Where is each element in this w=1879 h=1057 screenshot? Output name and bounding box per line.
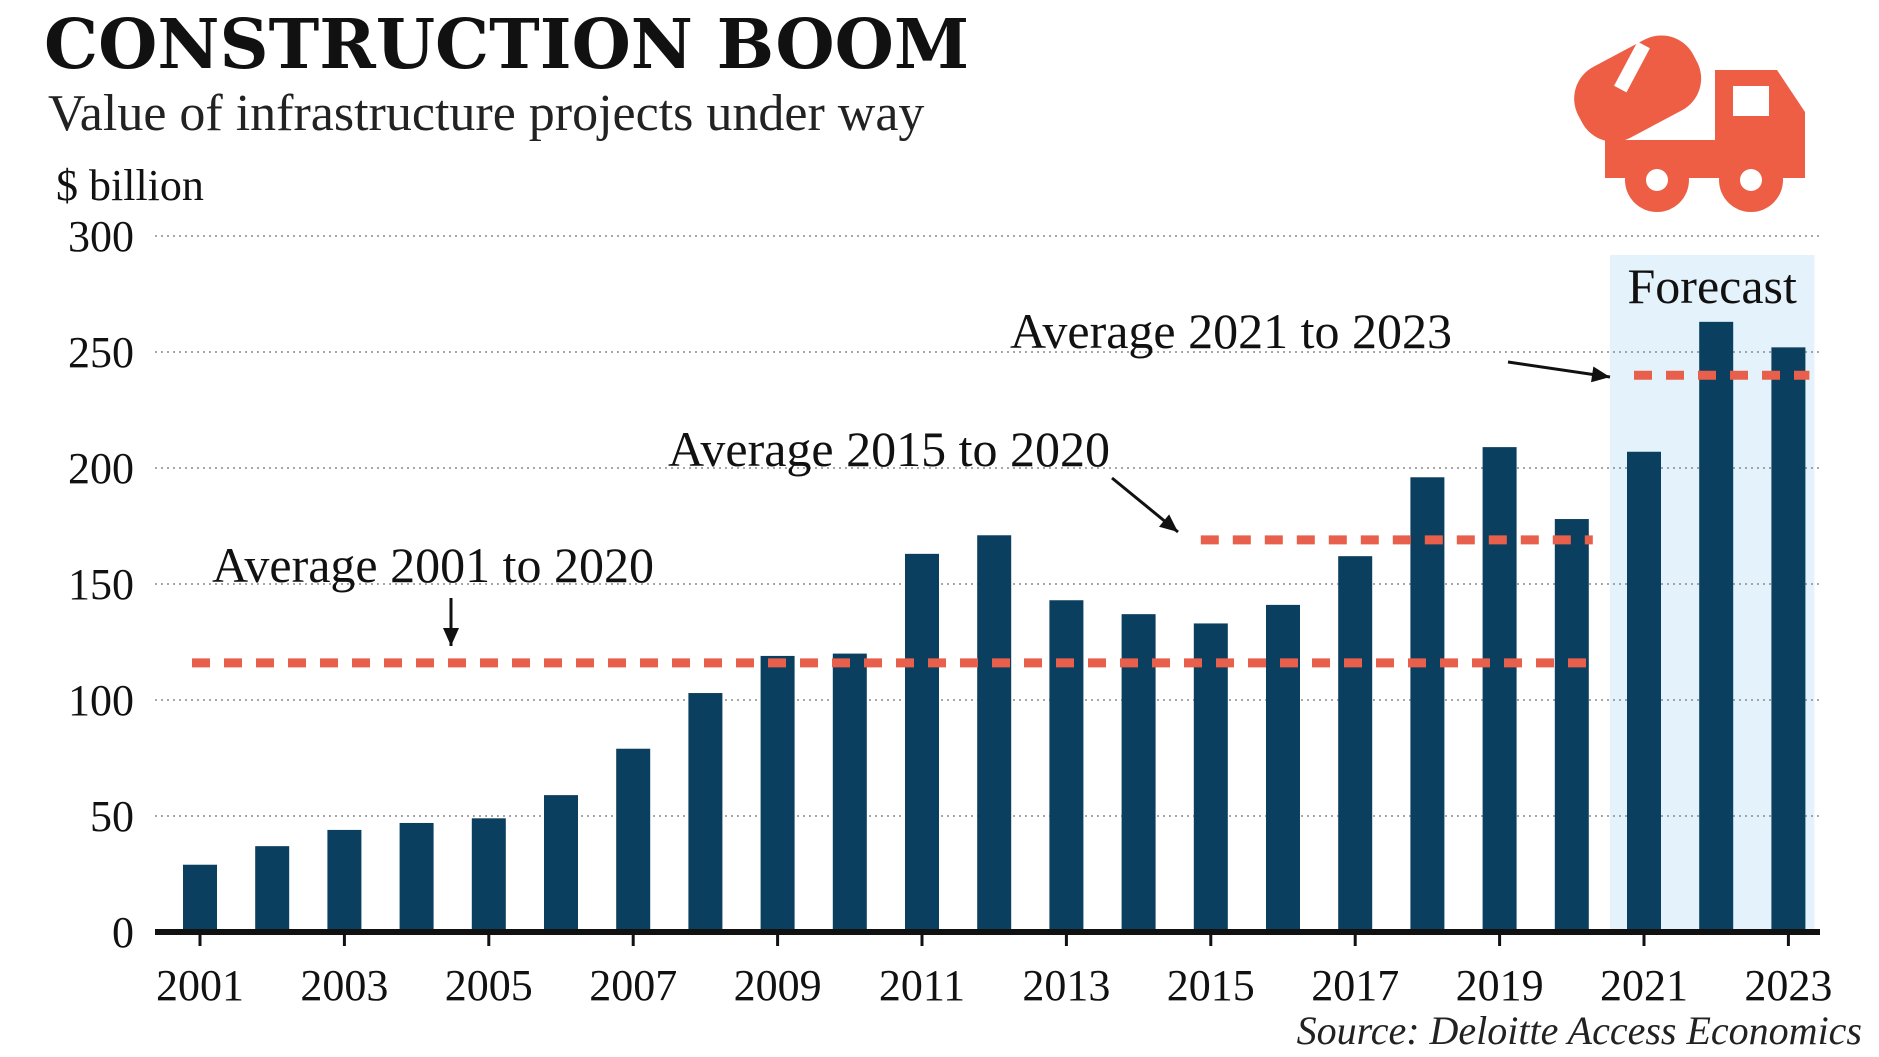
bar-2001 <box>183 864 217 932</box>
x-tick-label-2005: 2005 <box>445 961 533 1010</box>
bar-2022 <box>1699 321 1734 933</box>
y-tick-label-50: 50 <box>90 792 134 841</box>
bar-2021 <box>1627 451 1661 932</box>
y-tick-label-100: 100 <box>68 676 134 725</box>
x-tick-label-2007: 2007 <box>589 961 677 1010</box>
bar-2009 <box>760 655 795 932</box>
average-lines <box>192 370 1810 668</box>
bar-2005 <box>471 818 506 932</box>
bar-2006 <box>544 795 578 932</box>
average-2001-2020-label: Average 2001 to 2020 <box>212 537 654 593</box>
bar-2020 <box>1554 519 1589 932</box>
y-axis-unit-label: $ billion <box>56 161 204 210</box>
source-note: Source: Deloitte Access Economics <box>1297 1008 1862 1053</box>
x-axis: 2001 2003 2005 2007 2009 2011 2013 2015 2017 2019… <box>155 929 1832 1010</box>
x-tick-label-2011: 2011 <box>879 961 965 1010</box>
x-tick-label-2021: 2021 <box>1600 961 1688 1010</box>
annotation-arrows <box>443 360 1611 646</box>
bar-2010 <box>832 653 867 932</box>
average-2021-2023-label: Average 2021 to 2023 <box>1010 303 1452 359</box>
x-tick-label-2001: 2001 <box>156 961 244 1010</box>
bar-2011 <box>905 553 939 932</box>
average-2015-2020-arrow <box>1111 476 1179 534</box>
y-tick-label-200: 200 <box>68 444 134 493</box>
x-tick-label-2013: 2013 <box>1022 961 1110 1010</box>
y-tick-label-250: 250 <box>68 328 134 377</box>
bar-2019 <box>1482 447 1517 932</box>
x-tick-label-2019: 2019 <box>1456 961 1544 1010</box>
y-axis: 0 50 100 150 200 250 300 <box>68 212 134 957</box>
x-tick-label-2003: 2003 <box>300 961 388 1010</box>
bar-2002 <box>255 846 290 932</box>
bar-2013 <box>1049 600 1084 932</box>
forecast-label: Forecast <box>1628 258 1797 314</box>
y-tick-label-150: 150 <box>68 560 134 609</box>
x-tick-label-2017: 2017 <box>1311 961 1399 1010</box>
gridlines <box>155 235 1820 817</box>
chart-title: CONSTRUCTION BOOM <box>44 5 969 85</box>
y-tick-label-0: 0 <box>112 908 134 957</box>
bar-2012 <box>977 535 1012 932</box>
bars <box>183 321 1806 933</box>
y-tick-label-300: 300 <box>68 212 134 261</box>
average-2001-2020-arrow <box>443 598 459 646</box>
x-tick-label-2015: 2015 <box>1167 961 1255 1010</box>
bar-2016 <box>1266 604 1300 932</box>
bar-2008 <box>688 693 723 932</box>
x-tick-label-2023: 2023 <box>1744 961 1832 1010</box>
average-2015-2020-label: Average 2015 to 2020 <box>668 421 1110 477</box>
chart-subtitle: Value of infrastructure projects under w… <box>48 85 924 142</box>
bar-2015 <box>1193 623 1228 932</box>
bar-2004 <box>399 822 434 932</box>
x-tick-label-2009: 2009 <box>734 961 822 1010</box>
bar-2003 <box>327 829 362 932</box>
cement-truck-icon <box>1574 35 1805 212</box>
bar-2017 <box>1338 556 1373 932</box>
bar-2023 <box>1771 347 1806 932</box>
bar-2018 <box>1410 477 1445 932</box>
bar-2007 <box>616 748 651 932</box>
average-2021-2023-arrow <box>1507 360 1611 383</box>
